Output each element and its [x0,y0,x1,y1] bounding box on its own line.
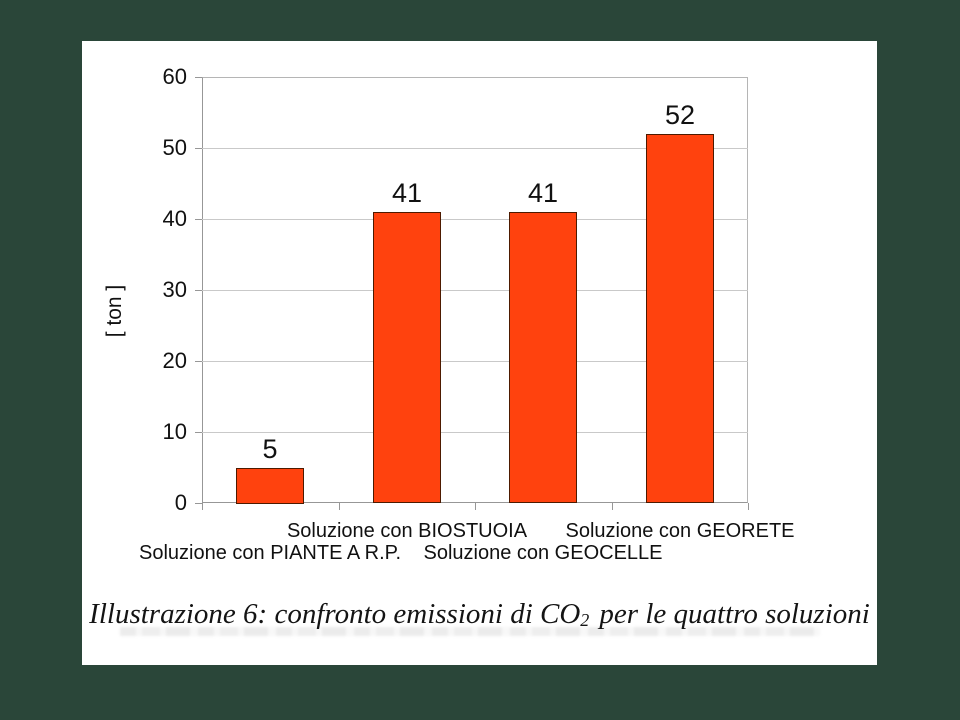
gridline-y-30 [202,290,748,291]
bar-value-label: 41 [527,178,559,208]
gridline-y-10 [202,432,748,433]
bar-value-label: 52 [664,100,696,130]
y-tick-label: 20 [162,348,187,373]
y-tick-mark [195,77,202,78]
caption-subscript: 2 [580,609,590,630]
y-tick-mark [195,219,202,220]
y-tick-label: 50 [162,135,187,160]
chart-panel: 0 10 20 30 40 50 60 5 41 41 52 Soluzione con PIAN… [82,41,877,665]
y-tick-label: 40 [162,206,187,231]
gridline-y-20 [202,361,748,362]
bar-value-label: 5 [262,434,278,464]
gridline-y-50 [202,148,748,149]
caption-text-suffix: per le quattro soluzioni [599,598,870,630]
y-tick-label: 10 [162,419,187,444]
bar-2 [373,212,441,503]
y-axis-title: [ ton ] [103,284,126,338]
y-tick-mark [195,503,202,504]
caption-text: Illustrazione 6: confronto emissioni di … [89,598,581,630]
x-category-label: Soluzione con GEOCELLE [423,542,663,564]
y-tick-label: 30 [162,277,187,302]
bar-1 [236,468,304,504]
x-category-label: Soluzione con PIANTE A R.P. [138,542,402,564]
figure-caption: Illustrazione 6: confronto emissioni di … [82,596,877,632]
gridline-y-40 [202,219,748,220]
x-tick-mark [748,503,749,510]
bar-4 [646,134,714,503]
x-tick-mark [475,503,476,510]
y-tick-label: 60 [162,64,187,89]
x-tick-mark [612,503,613,510]
x-category-label: Soluzione con BIOSTUOIA [286,520,528,542]
y-tick-mark [195,361,202,362]
y-tick-mark [195,290,202,291]
x-tick-mark [202,503,203,510]
y-tick-label: 0 [174,490,187,515]
y-tick-mark [195,148,202,149]
x-category-label: Soluzione con GEORETE [565,520,795,542]
bar-value-label: 41 [391,178,423,208]
bleed-through-artifact [120,627,820,636]
y-tick-mark [195,432,202,433]
x-tick-mark [339,503,340,510]
bar-3 [509,212,577,503]
